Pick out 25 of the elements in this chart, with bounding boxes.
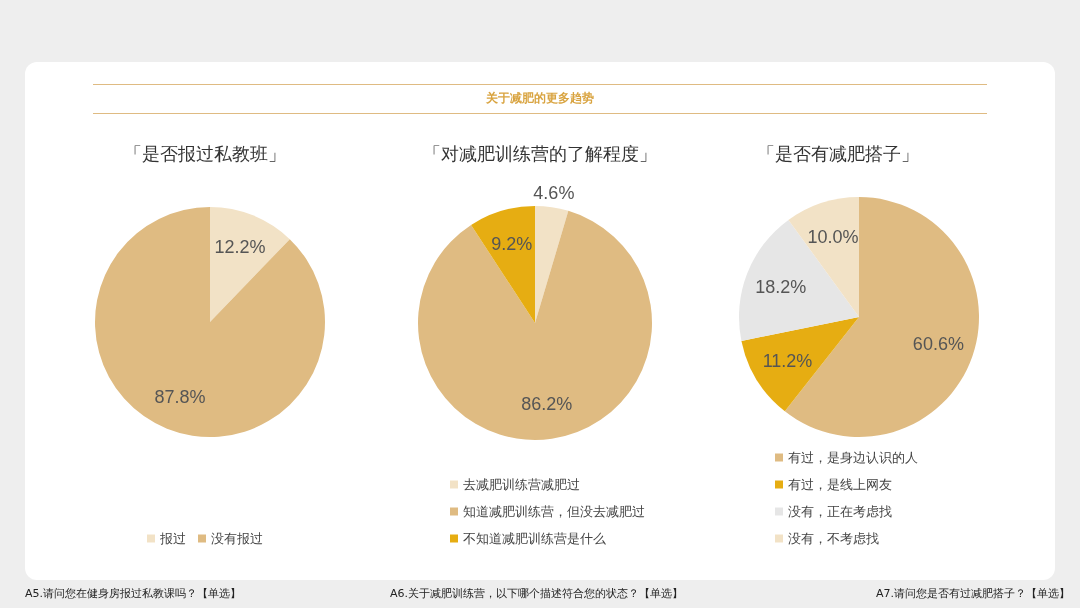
data-label: 11.2% bbox=[762, 351, 813, 372]
text: A5.请问您在健身房报过私教课吗？【单选】 bbox=[25, 587, 242, 600]
text: A7.请问您是否有过减肥搭子？【单选】 bbox=[875, 587, 1071, 600]
chart-subtitle: 关于减肥的更多趋势 bbox=[485, 90, 595, 107]
chart-title: 「对减肥训练营的了解程度」 bbox=[423, 144, 657, 164]
legend-label: 不知道减肥训练营是什么 bbox=[463, 531, 606, 546]
chart-title: 「是否报过私教班」 bbox=[124, 144, 286, 164]
legend-label: 去减肥训练营减肥过 bbox=[463, 477, 580, 492]
data-label: 10.0% bbox=[807, 227, 859, 248]
legend-label: 没有报过 bbox=[211, 531, 263, 546]
legend-label: 没有，不考虑找 bbox=[788, 531, 879, 546]
legend-label: 有过，是线上网友 bbox=[788, 477, 892, 492]
legend-label: 没有，正在考虑找 bbox=[788, 504, 892, 519]
data-label: 60.6% bbox=[912, 334, 964, 355]
data-label: 12.2% bbox=[214, 237, 266, 258]
data-label: 86.2% bbox=[521, 394, 573, 415]
legend-label: 报过 bbox=[159, 531, 186, 546]
data-label: 18.2% bbox=[755, 276, 807, 297]
data-label: 87.8% bbox=[154, 386, 206, 407]
legend-label: 知道减肥训练营，但没去减肥过 bbox=[463, 504, 645, 519]
text: A6.关于减肥训练营，以下哪个描述符合您的状态？【单选】 bbox=[390, 587, 684, 600]
data-label: 4.6% bbox=[533, 183, 575, 204]
data-label: 9.2% bbox=[491, 234, 533, 255]
legend-label: 有过，是身边认识的人 bbox=[788, 450, 918, 465]
chart-title: 「是否有减肥搭子」 bbox=[757, 144, 920, 164]
